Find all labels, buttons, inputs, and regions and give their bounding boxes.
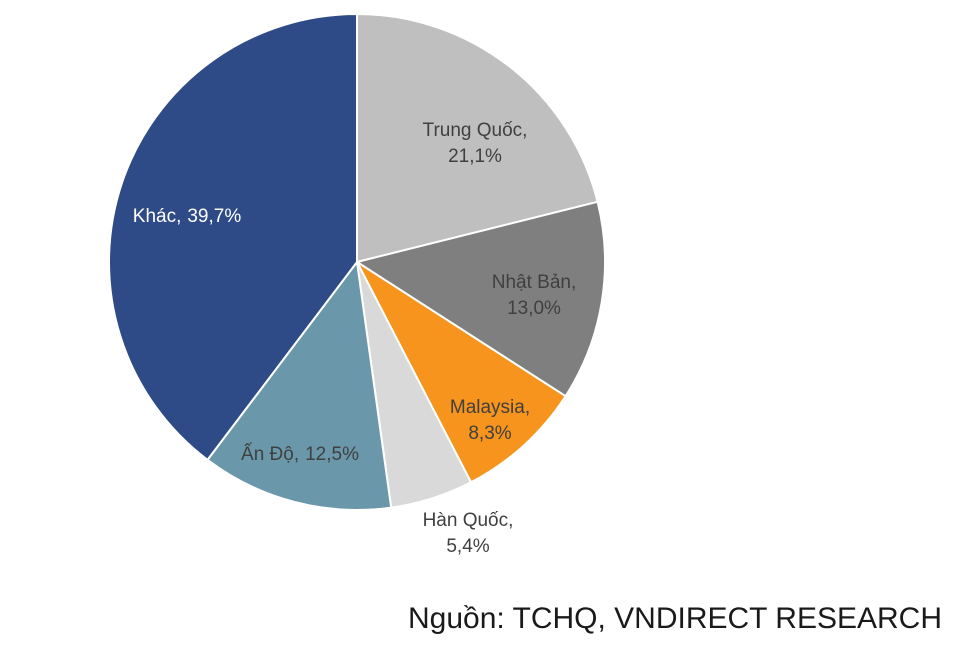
pie-slice [354, 200, 606, 398]
pie-slice [108, 12, 358, 462]
source-note: Nguồn: TCHQ, VNDIRECT RESEARCH [408, 602, 942, 635]
pie-slice [206, 259, 393, 511]
data-label-name: Khác, [133, 206, 182, 227]
data-label-value: 39,7% [187, 206, 241, 227]
data-label-value: 5,4% [446, 536, 489, 557]
data-label-name: Malaysia, [450, 397, 530, 418]
data-label-name: Trung Quốc, [423, 120, 528, 141]
data-label-value: 12,5% [305, 444, 359, 465]
data-label-value: 13,0% [507, 298, 561, 319]
data-label-value: 8,3% [468, 423, 511, 444]
data-label-name: Nhật Bản, [492, 272, 577, 293]
data-label-value: 21,1% [448, 146, 502, 167]
data-label: Khác, 39,7% [133, 206, 242, 227]
data-label-name: Ấn Độ, [241, 443, 299, 465]
pie-slice [354, 259, 567, 484]
data-label: Ấn Độ, 12,5% [241, 443, 359, 465]
data-label-name: Hàn Quốc, [423, 510, 514, 531]
pie-slice [356, 12, 599, 264]
